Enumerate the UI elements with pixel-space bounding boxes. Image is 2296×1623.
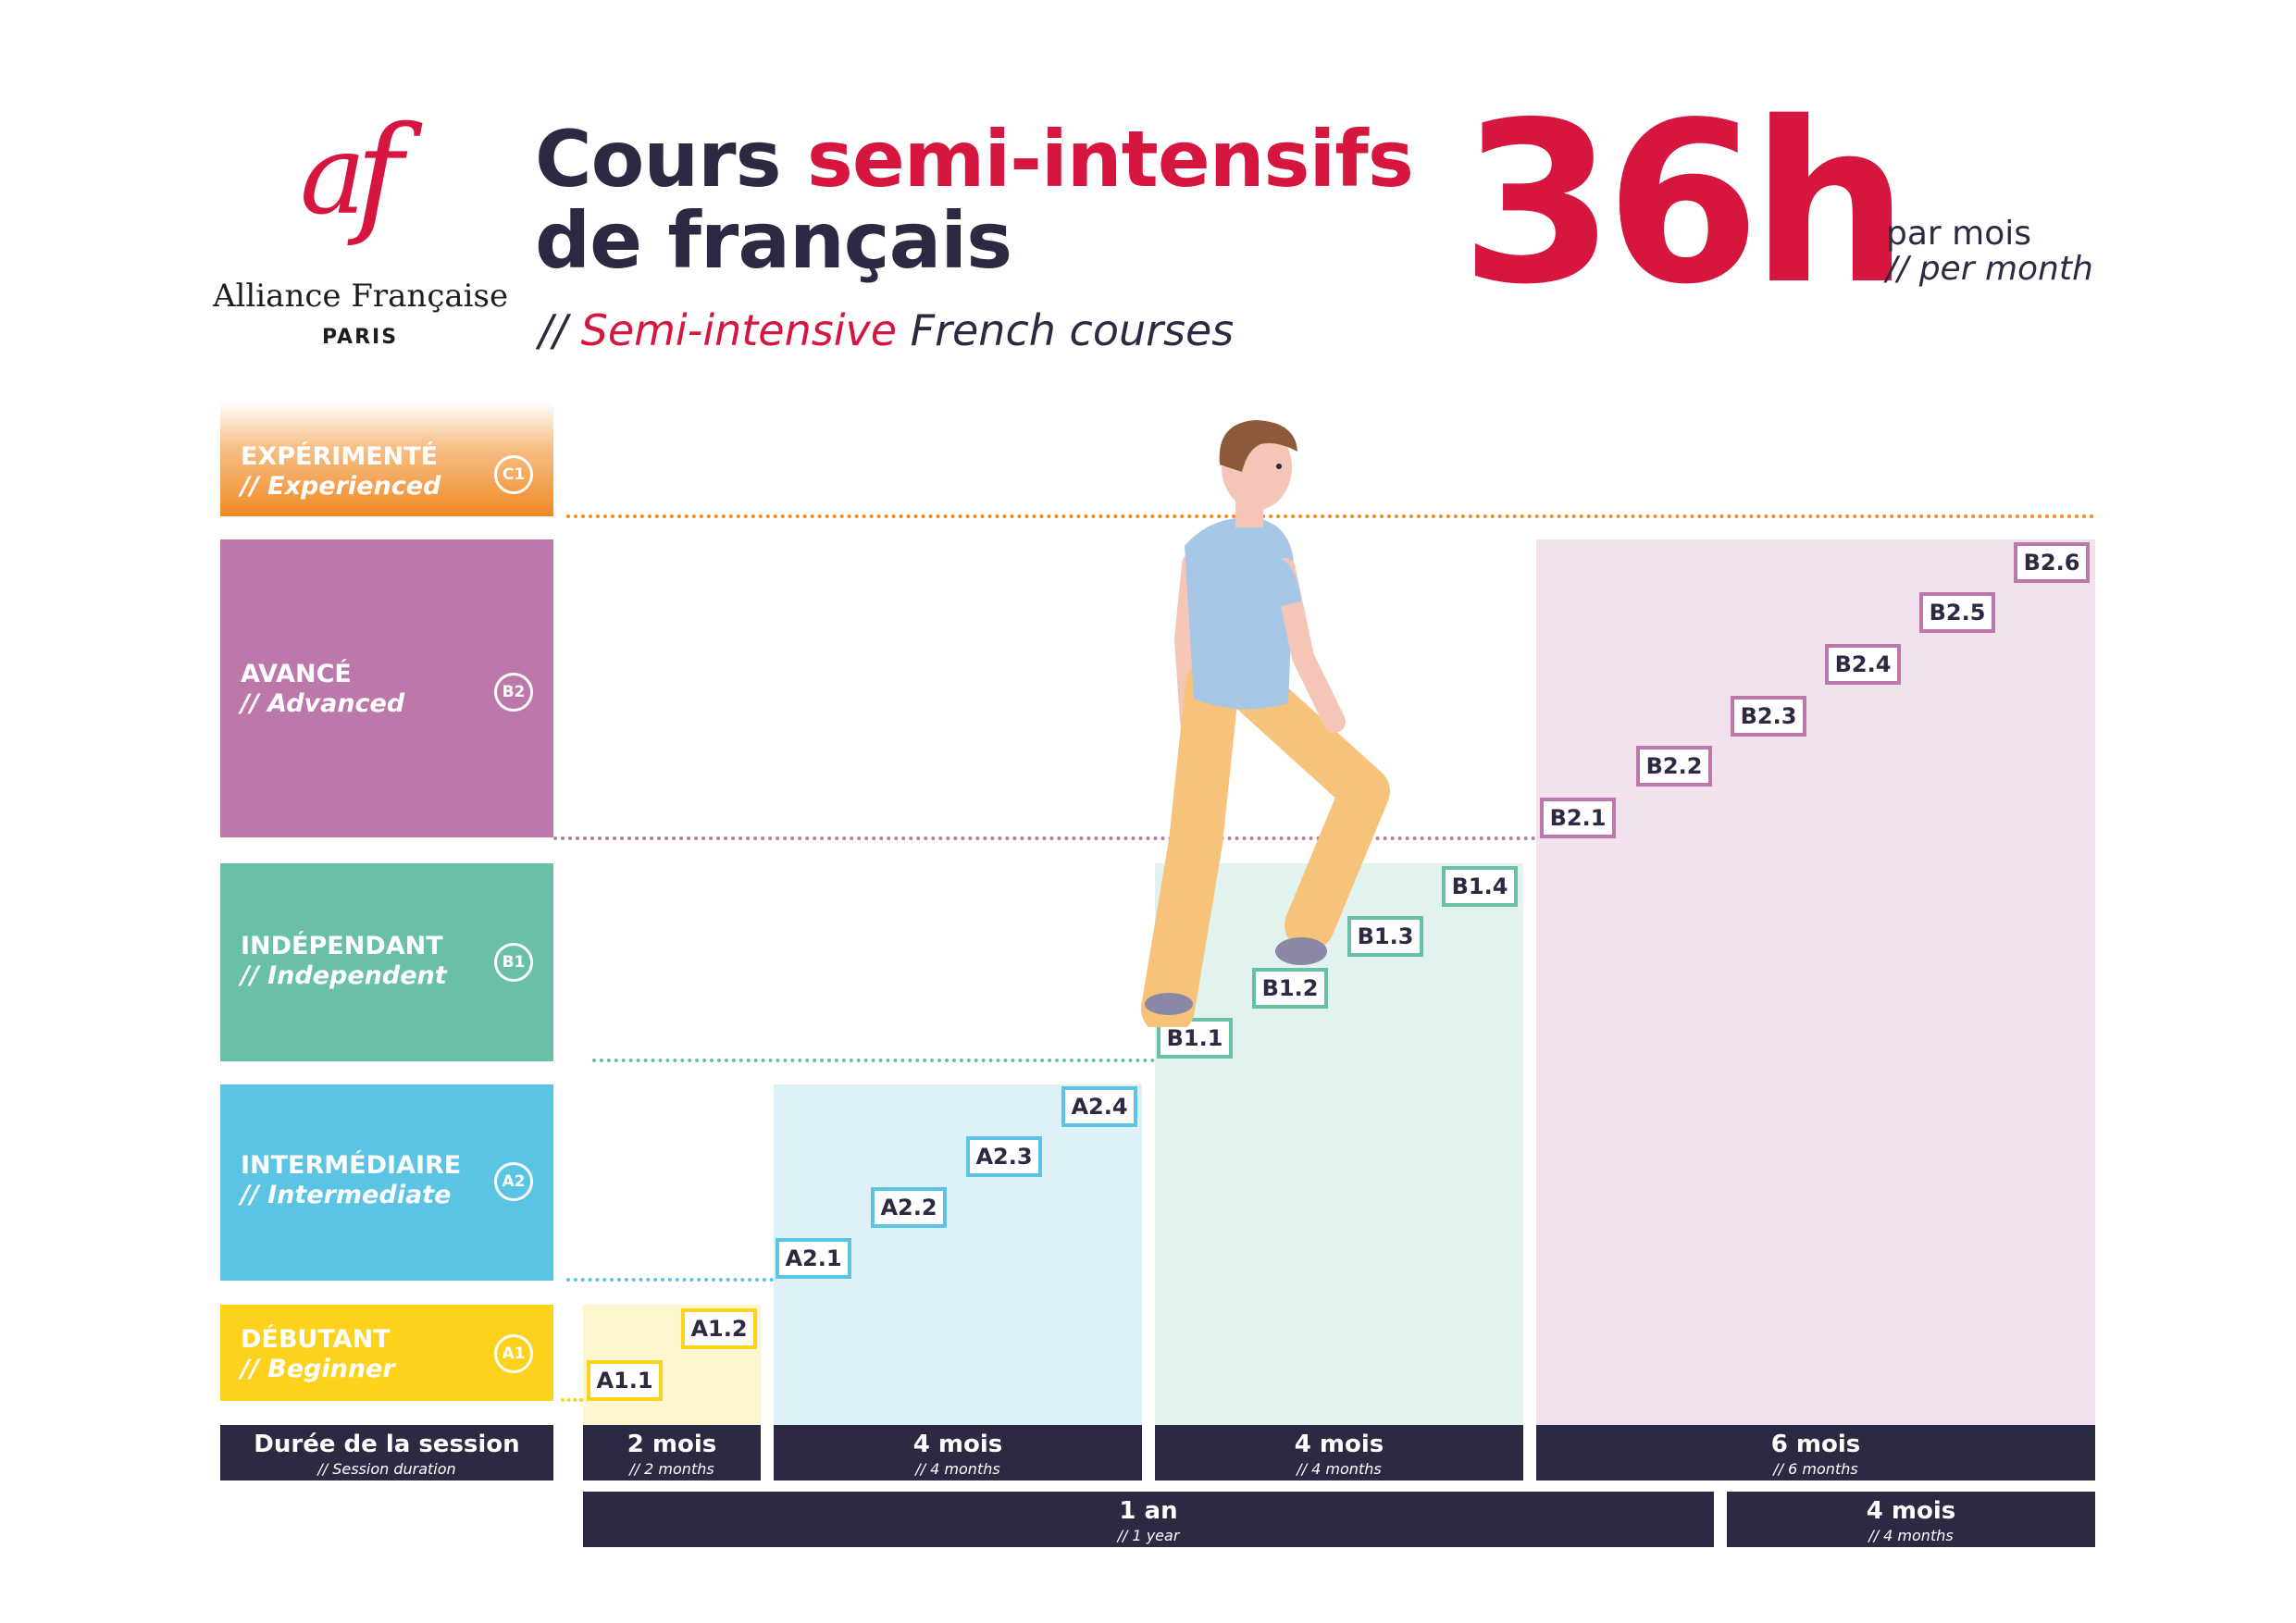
level-band-a2: INTERMÉDIAIRE // Intermediate A2 <box>220 1084 553 1281</box>
level-badge: B2 <box>494 673 533 712</box>
level-label-en: // Beginner <box>241 1355 395 1383</box>
step-box: A1.1 <box>587 1360 663 1401</box>
level-label-en: // Intermediate <box>241 1181 452 1209</box>
subtitle-prefix: // <box>539 305 581 355</box>
threshold-line-a2 <box>566 1278 774 1282</box>
threshold-line-b1 <box>592 1059 1155 1062</box>
page-subtitle: // Semi-intensive French courses <box>539 305 1234 355</box>
logo-city: PARIS <box>321 326 399 349</box>
step-box: B2.4 <box>1825 644 1901 685</box>
level-label-fr: EXPÉRIMENTÉ <box>241 442 439 471</box>
step-box: B1.2 <box>1252 968 1328 1009</box>
bar-label-en: // 1 year <box>1117 1527 1180 1544</box>
threshold-line-b2 <box>553 836 1536 840</box>
title-part1: Cours <box>535 114 807 204</box>
step-box: B2.3 <box>1731 696 1806 737</box>
threshold-line-c1 <box>566 514 2095 518</box>
subtitle-rest: French courses <box>897 305 1235 355</box>
level-badge: A1 <box>494 1334 533 1373</box>
session-duration-a1: 2 mois // 2 months <box>583 1425 761 1481</box>
bar-label-en: // 4 months <box>1868 1527 1954 1544</box>
level-badge: C1 <box>494 455 533 494</box>
level-band-a1: DÉBUTANT // Beginner A1 <box>220 1305 553 1401</box>
level-badge: B1 <box>494 943 533 982</box>
svg-text:f: f <box>347 109 423 248</box>
threshold-line-a1 <box>561 1398 583 1402</box>
logo-name: Alliance Française <box>213 278 509 315</box>
bar-label-fr: 2 mois <box>627 1431 717 1458</box>
session-duration-b1: 4 mois // 4 months <box>1155 1425 1523 1481</box>
total-duration-year: 1 an // 1 year <box>583 1492 1714 1547</box>
level-label-en: // Advanced <box>241 689 405 718</box>
level-label-fr: DÉBUTANT <box>241 1325 391 1354</box>
level-band-c1: EXPÉRIMENTÉ // Experienced C1 <box>220 402 553 516</box>
title-highlight: semi-intensifs <box>806 114 1414 204</box>
bar-label-fr: 4 mois <box>1866 1497 1956 1525</box>
step-box: B2.5 <box>1919 592 1995 633</box>
session-duration-b2: 6 mois // 6 months <box>1536 1425 2095 1481</box>
subtitle-highlight: Semi-intensive <box>580 305 898 355</box>
level-label-fr: AVANCÉ <box>241 660 352 688</box>
bar-label-en: // Session duration <box>317 1460 456 1478</box>
step-box: A2.4 <box>1061 1086 1137 1127</box>
bar-label-en: // 4 months <box>915 1460 1000 1478</box>
alliance-francaise-logo: a f <box>300 109 423 248</box>
step-box: B1.3 <box>1347 916 1423 957</box>
total-duration-extra: 4 mois // 4 months <box>1727 1492 2095 1547</box>
level-band-b1: INDÉPENDANT // Independent B1 <box>220 863 553 1061</box>
zone-b1 <box>1155 863 1523 1425</box>
zone-b2 <box>1536 539 2095 1425</box>
session-duration-label: Durée de la session // Session duration <box>220 1425 553 1481</box>
step-box: A2.2 <box>871 1187 947 1228</box>
hours-per-month: 36h <box>1460 74 1909 333</box>
level-label-en: // Independent <box>241 961 447 990</box>
level-badge: A2 <box>494 1162 533 1201</box>
step-box: A1.2 <box>681 1308 757 1349</box>
bar-label-fr: 4 mois <box>1294 1431 1384 1458</box>
bar-label-fr: 1 an <box>1119 1497 1178 1525</box>
step-box: B2.2 <box>1636 746 1712 787</box>
step-box: A2.3 <box>966 1136 1042 1177</box>
bar-label-fr: Durée de la session <box>254 1431 520 1458</box>
level-band-b2: AVANCÉ // Advanced B2 <box>220 539 553 837</box>
title-part2: de français <box>535 195 1012 286</box>
step-box: A2.1 <box>776 1238 851 1279</box>
svg-text:a: a <box>300 111 366 240</box>
per-month-en: // per month <box>1886 250 2093 288</box>
page-title: Cours semi-intensifs de français <box>535 118 1414 281</box>
bar-label-fr: 4 mois <box>912 1431 1003 1458</box>
per-month-fr: par mois <box>1886 215 2032 253</box>
level-label-en: // Experienced <box>241 472 441 501</box>
step-box: B1.4 <box>1442 866 1518 907</box>
level-label-fr: INTERMÉDIAIRE <box>241 1151 462 1180</box>
bar-label-en: // 4 months <box>1297 1460 1382 1478</box>
person-climbing-illustration <box>1141 420 1390 1027</box>
level-label-fr: INDÉPENDANT <box>241 932 443 960</box>
bar-label-en: // 6 months <box>1773 1460 1858 1478</box>
session-duration-a2: 4 mois // 4 months <box>774 1425 1142 1481</box>
step-box: B2.1 <box>1540 798 1616 838</box>
step-box: B2.6 <box>2014 542 2090 583</box>
bar-label-fr: 6 mois <box>1770 1431 1861 1458</box>
bar-label-en: // 2 months <box>629 1460 714 1478</box>
